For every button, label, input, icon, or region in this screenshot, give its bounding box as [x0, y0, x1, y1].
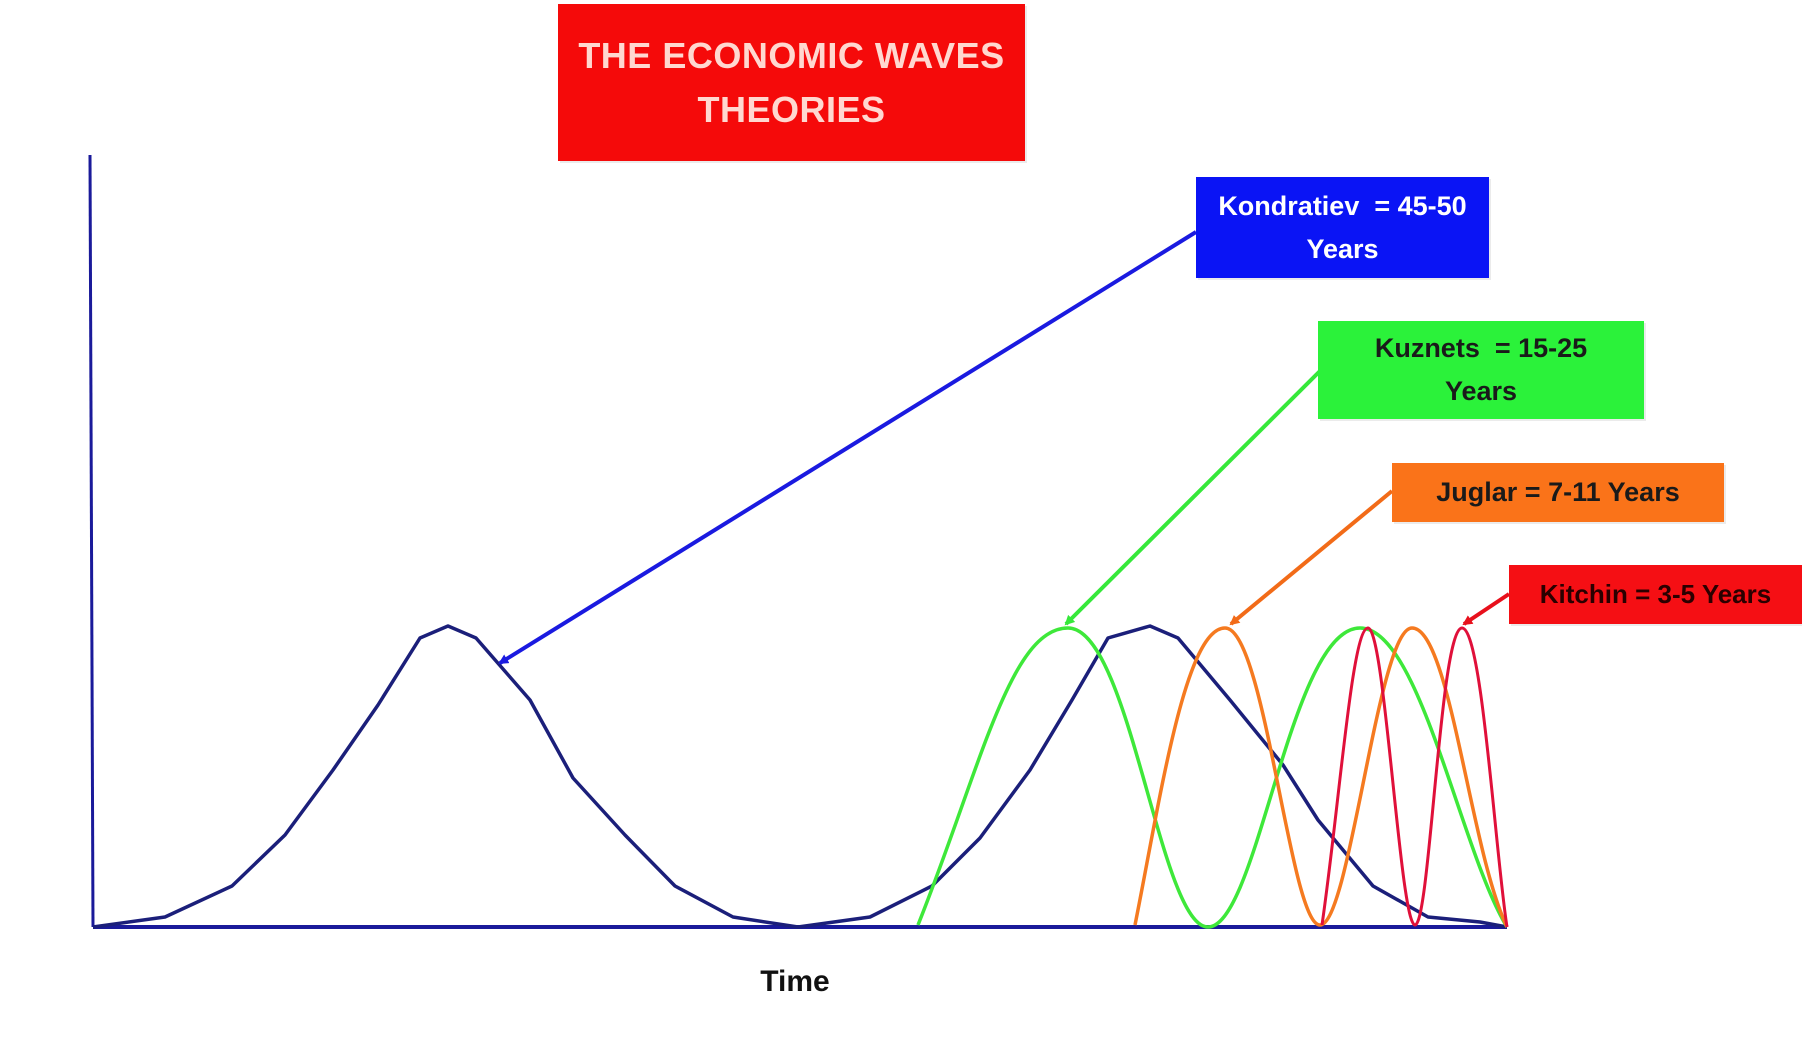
kitchin-pointer-arrow: [1462, 592, 1511, 626]
kondratiev-label-line-2: Years: [1306, 233, 1379, 264]
kuznets-pointer-arrow: [1064, 367, 1324, 626]
title-line-1: THE ECONOMIC WAVES: [578, 34, 1005, 76]
juglar-wave-curve: [1133, 626, 1509, 928]
kuznets-label-line-1: Kuznets = 15-25: [1374, 333, 1588, 363]
x-axis-label: Time: [760, 965, 830, 998]
juglar-pointer-arrow: [1229, 489, 1394, 626]
kuznets-label-box: Kuznets = 15-25 Years: [1318, 321, 1644, 419]
kuznets-wave-curve: [916, 626, 1509, 929]
kondratiev-label-box: Kondratiev = 45-50 Years: [1196, 177, 1489, 278]
kuznets-label-line-2: Years: [1444, 376, 1518, 406]
title-line-2: THEORIES: [697, 88, 886, 130]
juglar-label-text: Juglar = 7-11 Years: [1436, 477, 1680, 507]
kondratiev-wave-curve: [92, 624, 1508, 929]
kitchin-label-box: Kitchin = 3-5 Years: [1509, 565, 1802, 624]
y-axis-line: [88, 154, 95, 928]
kondratiev-pointer-arrow: [498, 230, 1198, 665]
kondratiev-label-line-1: Kondratiev = 45-50: [1218, 190, 1467, 221]
kitchin-wave-curve: [1320, 626, 1509, 928]
juglar-label-box: Juglar = 7-11 Years: [1392, 463, 1724, 522]
kitchin-label-text: Kitchin = 3-5 Years: [1539, 579, 1772, 609]
title-box: THE ECONOMIC WAVES THEORIES: [558, 4, 1025, 161]
